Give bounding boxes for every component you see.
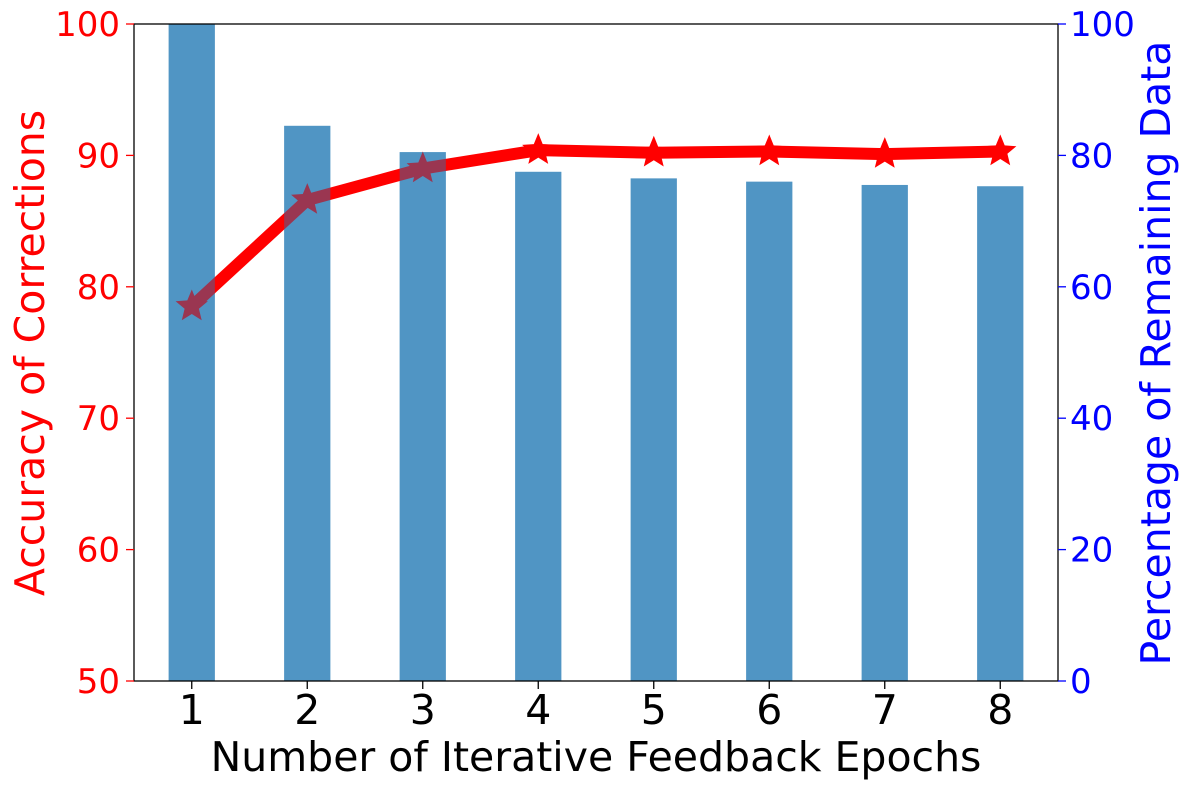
y-left-tick-label: 80 <box>77 268 120 308</box>
bar-epoch-5 <box>630 178 677 681</box>
y-axis-left: 50 60 70 80 90 100 <box>55 5 134 702</box>
y-left-tick-label: 70 <box>77 399 120 439</box>
y-axis-left-label: Accuracy of Corrections <box>6 110 54 596</box>
x-axis-label: Number of Iterative Feedback Epochs <box>211 733 982 781</box>
x-tick-label: 7 <box>872 686 898 734</box>
y-right-tick-label: 80 <box>1070 136 1113 176</box>
bar-overlay-epoch-8 <box>977 186 1024 682</box>
accuracy-point-epoch-5 <box>637 135 670 167</box>
plot-frame <box>133 23 1059 682</box>
accuracy-point-epoch-4 <box>522 133 555 164</box>
bar-overlay-epoch-5 <box>630 178 677 681</box>
accuracy-line <box>185 144 1007 313</box>
bar-epoch-6 <box>746 181 793 681</box>
accuracy-point-epoch-8 <box>984 134 1017 166</box>
x-tick-label: 5 <box>641 686 667 734</box>
x-tick-label: 4 <box>525 686 551 734</box>
bar-epoch-8 <box>977 186 1024 682</box>
bars-layer <box>168 24 1024 682</box>
y-right-tick-label: 0 <box>1070 662 1092 702</box>
y-left-tick-label: 50 <box>77 662 120 702</box>
y-left-tick-label: 60 <box>77 531 120 571</box>
bar-overlay-epoch-3 <box>399 152 446 682</box>
x-tick-label: 6 <box>756 686 782 734</box>
bar-epoch-7 <box>861 184 908 681</box>
bar-epoch-4 <box>515 171 562 681</box>
bar-epoch-3 <box>399 152 446 682</box>
accuracy-point-epoch-3 <box>406 151 439 183</box>
bar-overlay-epoch-6 <box>746 181 793 681</box>
bar-overlay-epoch-4 <box>515 171 562 681</box>
accuracy-point-epoch-1 <box>175 289 208 321</box>
bar-epoch-1 <box>168 24 215 681</box>
line-layer <box>168 24 1024 682</box>
bar-overlay-epoch-2 <box>284 125 331 681</box>
y-right-tick-label: 100 <box>1070 5 1135 45</box>
bar-overlay-epoch-7 <box>861 184 908 681</box>
y-right-tick-label: 20 <box>1070 531 1113 571</box>
x-axis: 1 2 3 4 5 6 7 8 <box>179 681 1013 734</box>
x-tick-label: 3 <box>410 686 436 734</box>
y-right-tick-label: 60 <box>1070 268 1113 308</box>
x-tick-label: 1 <box>179 686 205 734</box>
y-axis-right-label: Percentage of Remaining Data <box>1132 41 1180 666</box>
y-left-tick-label: 90 <box>77 136 120 176</box>
y-left-tick-label: 100 <box>55 5 120 45</box>
x-tick-label: 2 <box>294 686 320 734</box>
accuracy-point-epoch-7 <box>868 137 901 168</box>
accuracy-point-epoch-2 <box>291 183 324 214</box>
bar-overlay-epoch-1 <box>168 24 215 681</box>
x-tick-label: 8 <box>987 686 1013 734</box>
accuracy-point-epoch-6 <box>753 134 786 166</box>
y-right-tick-label: 40 <box>1070 399 1113 439</box>
y-axis-right: 0 20 40 60 80 100 <box>1058 5 1135 702</box>
